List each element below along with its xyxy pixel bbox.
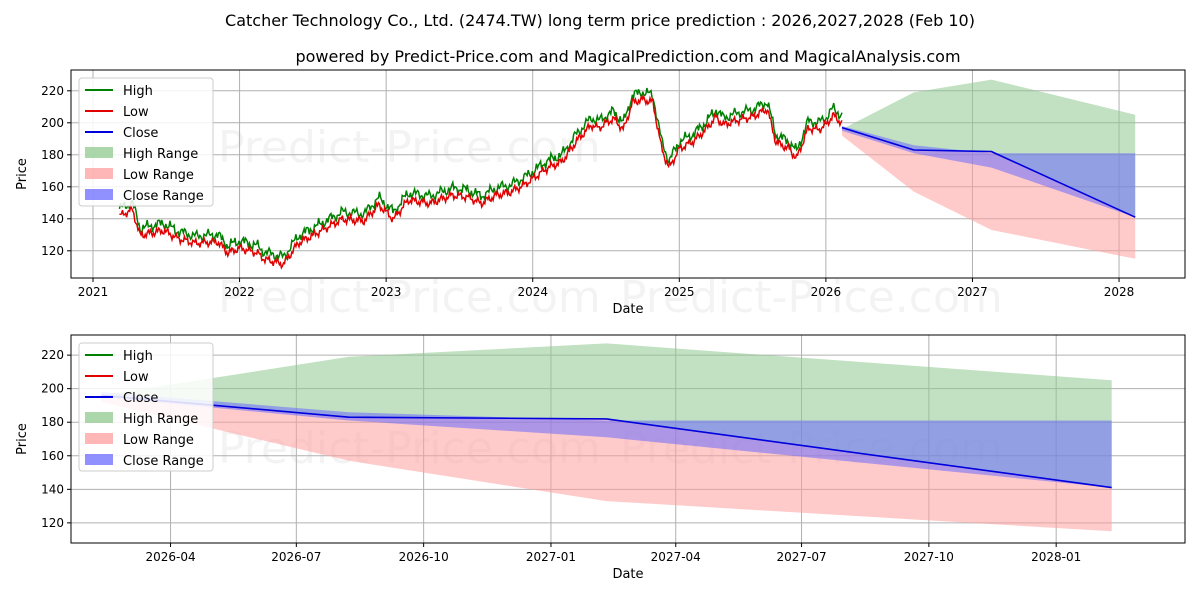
x-tick-label: 2028-01: [1031, 550, 1081, 564]
legend-label: Low Range: [123, 168, 194, 183]
close-forecast-line: [101, 394, 1112, 489]
legend-label: Close: [123, 391, 158, 406]
legend-label: High: [123, 349, 153, 364]
legend-label: Low: [123, 370, 149, 385]
x-tick-label: 2022: [224, 285, 255, 299]
y-tick-label: 200: [41, 116, 64, 130]
y-axis-label: Price: [15, 423, 30, 455]
x-tick-label: 2027-01: [526, 550, 576, 564]
plot-area: [118, 79, 1136, 270]
y-tick-label: 120: [41, 516, 64, 530]
low-range-band: [842, 127, 1136, 259]
y-tick-label: 200: [41, 382, 64, 396]
y-axis-label: Price: [15, 158, 30, 190]
x-tick-label: 2021: [78, 285, 109, 299]
chart-subtitle: powered by Predict-Price.com and Magical…: [295, 47, 960, 66]
plot-area: [101, 343, 1112, 532]
legend-label: Close Range: [123, 189, 204, 204]
x-tick-label: 2025: [664, 285, 695, 299]
close-range-band: [842, 126, 1136, 218]
x-tick-label: 2027-04: [651, 550, 701, 564]
y-tick-label: 160: [41, 180, 64, 194]
forecast-zoom-chart-panel: Predict-Price.comPredict-Price.com2026-0…: [15, 334, 1186, 582]
y-tick-label: 180: [41, 148, 64, 162]
legend-swatch: [85, 433, 113, 444]
x-tick-label: 2028: [1104, 285, 1135, 299]
legend-label: High: [123, 84, 153, 99]
x-tick-label: 2027-10: [904, 550, 954, 564]
chart-title: Catcher Technology Co., Ltd. (2474.TW) l…: [225, 11, 975, 30]
x-tick-label: 2027-07: [776, 550, 826, 564]
legend-label: High Range: [123, 412, 198, 427]
legend-label: Close Range: [123, 454, 204, 469]
legend-label: High Range: [123, 147, 198, 162]
x-tick-label: 2026: [811, 285, 842, 299]
x-tick-label: 2027: [957, 285, 988, 299]
x-tick-label: 2026-10: [399, 550, 449, 564]
x-tick-label: 2023: [371, 285, 402, 299]
close-forecast-line: [841, 126, 1136, 218]
watermark-text: Predict-Price.com: [218, 272, 601, 323]
legend-swatch: [85, 412, 113, 423]
long-term-chart-panel: Predict-Price.comPredict-Price.comPredic…: [15, 69, 1186, 323]
x-axis-label: Date: [612, 302, 643, 317]
low-history-line: [119, 93, 843, 270]
x-tick-label: 2026-04: [145, 550, 195, 564]
y-tick-label: 160: [41, 449, 64, 463]
x-tick-label: 2024: [517, 285, 548, 299]
legend-label: Low Range: [123, 433, 194, 448]
legend-swatch: [85, 168, 113, 179]
plot-frame: [70, 69, 1186, 279]
y-tick-label: 220: [41, 84, 64, 98]
y-tick-label: 220: [41, 348, 64, 362]
close-range-band: [101, 392, 1112, 488]
high-history-line: [118, 87, 843, 262]
legend-swatch: [85, 189, 113, 200]
watermark-text: Predict-Price.com: [620, 272, 1003, 323]
y-tick-label: 140: [41, 212, 64, 226]
y-tick-label: 120: [41, 244, 64, 258]
legend-swatch: [85, 454, 113, 465]
y-tick-label: 140: [41, 482, 64, 496]
legend-label: Close: [123, 126, 158, 141]
x-axis-label: Date: [612, 567, 643, 582]
x-tick-label: 2026-07: [271, 550, 321, 564]
legend-swatch: [85, 147, 113, 158]
y-tick-label: 180: [41, 415, 64, 429]
low-range-band: [101, 395, 1112, 532]
legend-label: Low: [123, 105, 149, 120]
plot-frame: [70, 334, 1186, 544]
